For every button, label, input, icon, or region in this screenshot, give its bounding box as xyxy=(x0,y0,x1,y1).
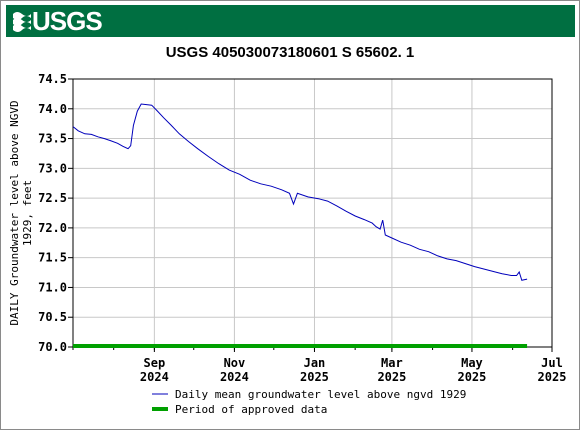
legend-label-approved: Period of approved data xyxy=(175,403,327,416)
x-tick-year: 2025 xyxy=(300,370,329,384)
x-tick-year: 2025 xyxy=(538,370,567,384)
x-tick-month: May xyxy=(461,356,483,370)
x-tick-month: Jul xyxy=(541,356,563,370)
y-axis-label: DAILY Groundwater level above NGVD 1929,… xyxy=(8,100,34,325)
x-tick-year: 2024 xyxy=(140,370,169,384)
series-line xyxy=(72,103,528,281)
x-tick-month: Mar xyxy=(381,356,403,370)
y-tick-label: 74.0 xyxy=(38,102,67,116)
y-tick-label: 73.5 xyxy=(38,132,67,146)
x-tick-month: Sep xyxy=(144,356,166,370)
legend: Daily mean groundwater level above ngvd … xyxy=(152,388,466,416)
y-axis-label-line1: DAILY Groundwater level above NGVD xyxy=(8,100,21,325)
y-tick-label: 72.5 xyxy=(38,191,67,205)
chart-title: USGS 405030073180601 S 65602. 1 xyxy=(165,44,415,61)
x-tick-month: Nov xyxy=(224,356,246,370)
y-axis: 74.5 74.0 73.5 73.0 72.5 72.0 71.5 71.0 70.5 70.0 xyxy=(38,72,73,354)
y-tick-label: 74.5 xyxy=(38,72,67,86)
y-tick-label: 71.5 xyxy=(38,251,67,265)
x-tick-month: Jan xyxy=(304,356,326,370)
grid-lines xyxy=(73,78,553,348)
legend-label-series: Daily mean groundwater level above ngvd … xyxy=(175,388,466,401)
series-layer xyxy=(72,103,528,348)
x-tick-year: 2024 xyxy=(220,370,249,384)
y-tick-label: 73.0 xyxy=(38,161,67,175)
logo-text: USGS xyxy=(32,6,103,36)
usgs-wave-icon xyxy=(13,12,31,32)
usgs-banner: USGS xyxy=(6,5,575,37)
y-tick-label: 72.0 xyxy=(38,221,67,235)
x-tick-year: 2025 xyxy=(377,370,406,384)
y-tick-label: 70.0 xyxy=(38,340,67,354)
y-tick-label: 71.0 xyxy=(38,280,67,294)
y-tick-label: 70.5 xyxy=(38,310,67,324)
x-axis: Sep2024Nov2024Jan2025Mar2025May2025Jul20… xyxy=(72,347,567,384)
y-axis-label-line2: 1929, feet xyxy=(21,180,34,246)
x-tick-year: 2025 xyxy=(457,370,486,384)
plot-border xyxy=(72,78,553,348)
usgs-logo[interactable]: USGS xyxy=(12,6,103,36)
